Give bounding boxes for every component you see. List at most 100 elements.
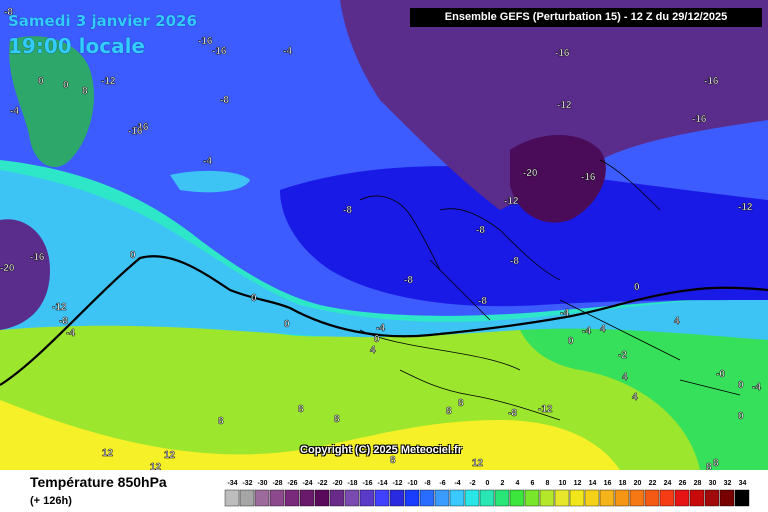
scale-swatch: [449, 489, 465, 507]
scale-swatch: [689, 489, 705, 507]
isotherm-label: 12: [102, 448, 114, 459]
scale-swatch: [704, 489, 720, 507]
scale-swatch: [299, 489, 315, 507]
isotherm-label: 0: [738, 411, 744, 422]
isotherm-label: -12: [52, 302, 67, 313]
scale-label: -30: [257, 480, 267, 487]
scale-swatch: [524, 489, 540, 507]
scale-label: -2: [469, 480, 475, 487]
scale-label: -16: [362, 480, 372, 487]
scale-label: 0: [486, 480, 490, 487]
isotherm-label: -12: [504, 196, 519, 207]
cold-canada: [0, 219, 50, 330]
scale-label: -10: [407, 480, 417, 487]
isotherm-label: -16: [581, 172, 596, 183]
isotherm-label: 8: [390, 455, 396, 466]
cyan-zone: [0, 170, 768, 340]
deep-blue-zone: [280, 166, 768, 307]
isotherm-label: -8: [508, 408, 517, 419]
isotherm-label: -16: [128, 126, 143, 137]
scale-label: 20: [634, 480, 642, 487]
scale-label: -12: [392, 480, 402, 487]
scale-swatch: [629, 489, 645, 507]
scale-swatch: [719, 489, 735, 507]
scale-label: -28: [272, 480, 282, 487]
isotherm-label: -8: [478, 296, 487, 307]
isotherm-label: -2: [618, 350, 627, 361]
scale-label: -8: [424, 480, 430, 487]
scale-label: 14: [589, 480, 597, 487]
isotherm-label: -4: [752, 382, 761, 393]
isotherm-label: 0: [634, 282, 640, 293]
isotherm-label: 12: [150, 462, 162, 470]
scale-swatch: [314, 489, 330, 507]
isotherm-label: 4: [600, 324, 606, 335]
scale-label: -24: [302, 480, 312, 487]
isotherm-label: 4: [370, 345, 376, 356]
scale-swatch: [404, 489, 420, 507]
isotherm-label: 0: [251, 293, 257, 304]
temperature-map[interactable]: -8 -16 -16 -4 -16 -16 -16 -12 0 0 8 -4 -…: [0, 0, 768, 470]
scale-swatch: [419, 489, 435, 507]
scale-swatch: [509, 489, 525, 507]
scale-label: -18: [347, 480, 357, 487]
lead-time: (+ 126h): [30, 495, 72, 507]
isotherm-label: -16: [555, 48, 570, 59]
isotherm-label: 12: [472, 458, 484, 469]
zero-isotherm: [0, 255, 768, 386]
scale-label: 24: [664, 480, 672, 487]
valid-date: Samedi 3 janvier 2026: [8, 12, 197, 30]
atlantic-warm-tongue: [170, 170, 250, 193]
scale-swatch: [284, 489, 300, 507]
greenland-land: [9, 36, 94, 168]
isotherm-label: 0: [568, 336, 574, 347]
scale-swatch: [254, 489, 270, 507]
isotherm-label: -4: [582, 326, 591, 337]
isotherm-label: 12: [164, 450, 176, 461]
isotherm-label: 8: [218, 416, 224, 427]
isotherm-label: 8: [446, 406, 452, 417]
isotherm-label: 8: [334, 414, 340, 425]
isotherm-label: -16: [692, 114, 707, 125]
scale-swatch: [464, 489, 480, 507]
scale-label: 2: [501, 480, 505, 487]
isotherm-label: -4: [560, 308, 569, 319]
isotherm-label: -12: [538, 404, 553, 415]
isotherm-label: 0: [63, 80, 69, 91]
scale-label: -14: [377, 480, 387, 487]
scale-label: 18: [619, 480, 627, 487]
isotherm-label: -16: [30, 252, 45, 263]
isotherm-label: -8: [476, 225, 485, 236]
scale-swatch: [374, 489, 390, 507]
scale-label: 6: [531, 480, 535, 487]
scale-swatch: [584, 489, 600, 507]
parameter-title: Température 850hPa: [30, 474, 167, 490]
scale-label: -32: [242, 480, 252, 487]
isotherm-label: 0: [374, 334, 380, 345]
scale-label: -4: [454, 480, 460, 487]
isotherm-label: -16: [704, 76, 719, 87]
isotherm-label: -16: [134, 122, 149, 133]
scale-swatch: [644, 489, 660, 507]
isotherm-label: 4: [674, 316, 680, 327]
isotherm-label: -8: [343, 205, 352, 216]
scale-swatch: [659, 489, 675, 507]
valid-time: 19:00 locale: [8, 34, 145, 58]
isotherm-label-layer: -8 -16 -16 -4 -16 -16 -16 -12 0 0 8 -4 -…: [0, 7, 762, 470]
scale-swatch: [329, 489, 345, 507]
isotherm-label: -20: [0, 263, 15, 274]
isotherm-label: 8: [298, 404, 304, 415]
isotherm-label: -8: [510, 256, 519, 267]
scale-swatch: [569, 489, 585, 507]
scale-swatch: [734, 489, 750, 507]
isotherm-label: 0: [738, 380, 744, 391]
legend-footer: Température 850hPa (+ 126h) -34 -32 -30 -28…: [0, 470, 768, 512]
isotherm-label: 8: [706, 462, 712, 470]
very-cold-scandinavia: [510, 135, 606, 223]
isotherm-label: -12: [557, 100, 572, 111]
scale-swatch: [434, 489, 450, 507]
isotherm-label: -12: [101, 76, 116, 87]
scale-label: -20: [332, 480, 342, 487]
scale-swatch: [494, 489, 510, 507]
isotherm-label: 8: [82, 86, 88, 97]
